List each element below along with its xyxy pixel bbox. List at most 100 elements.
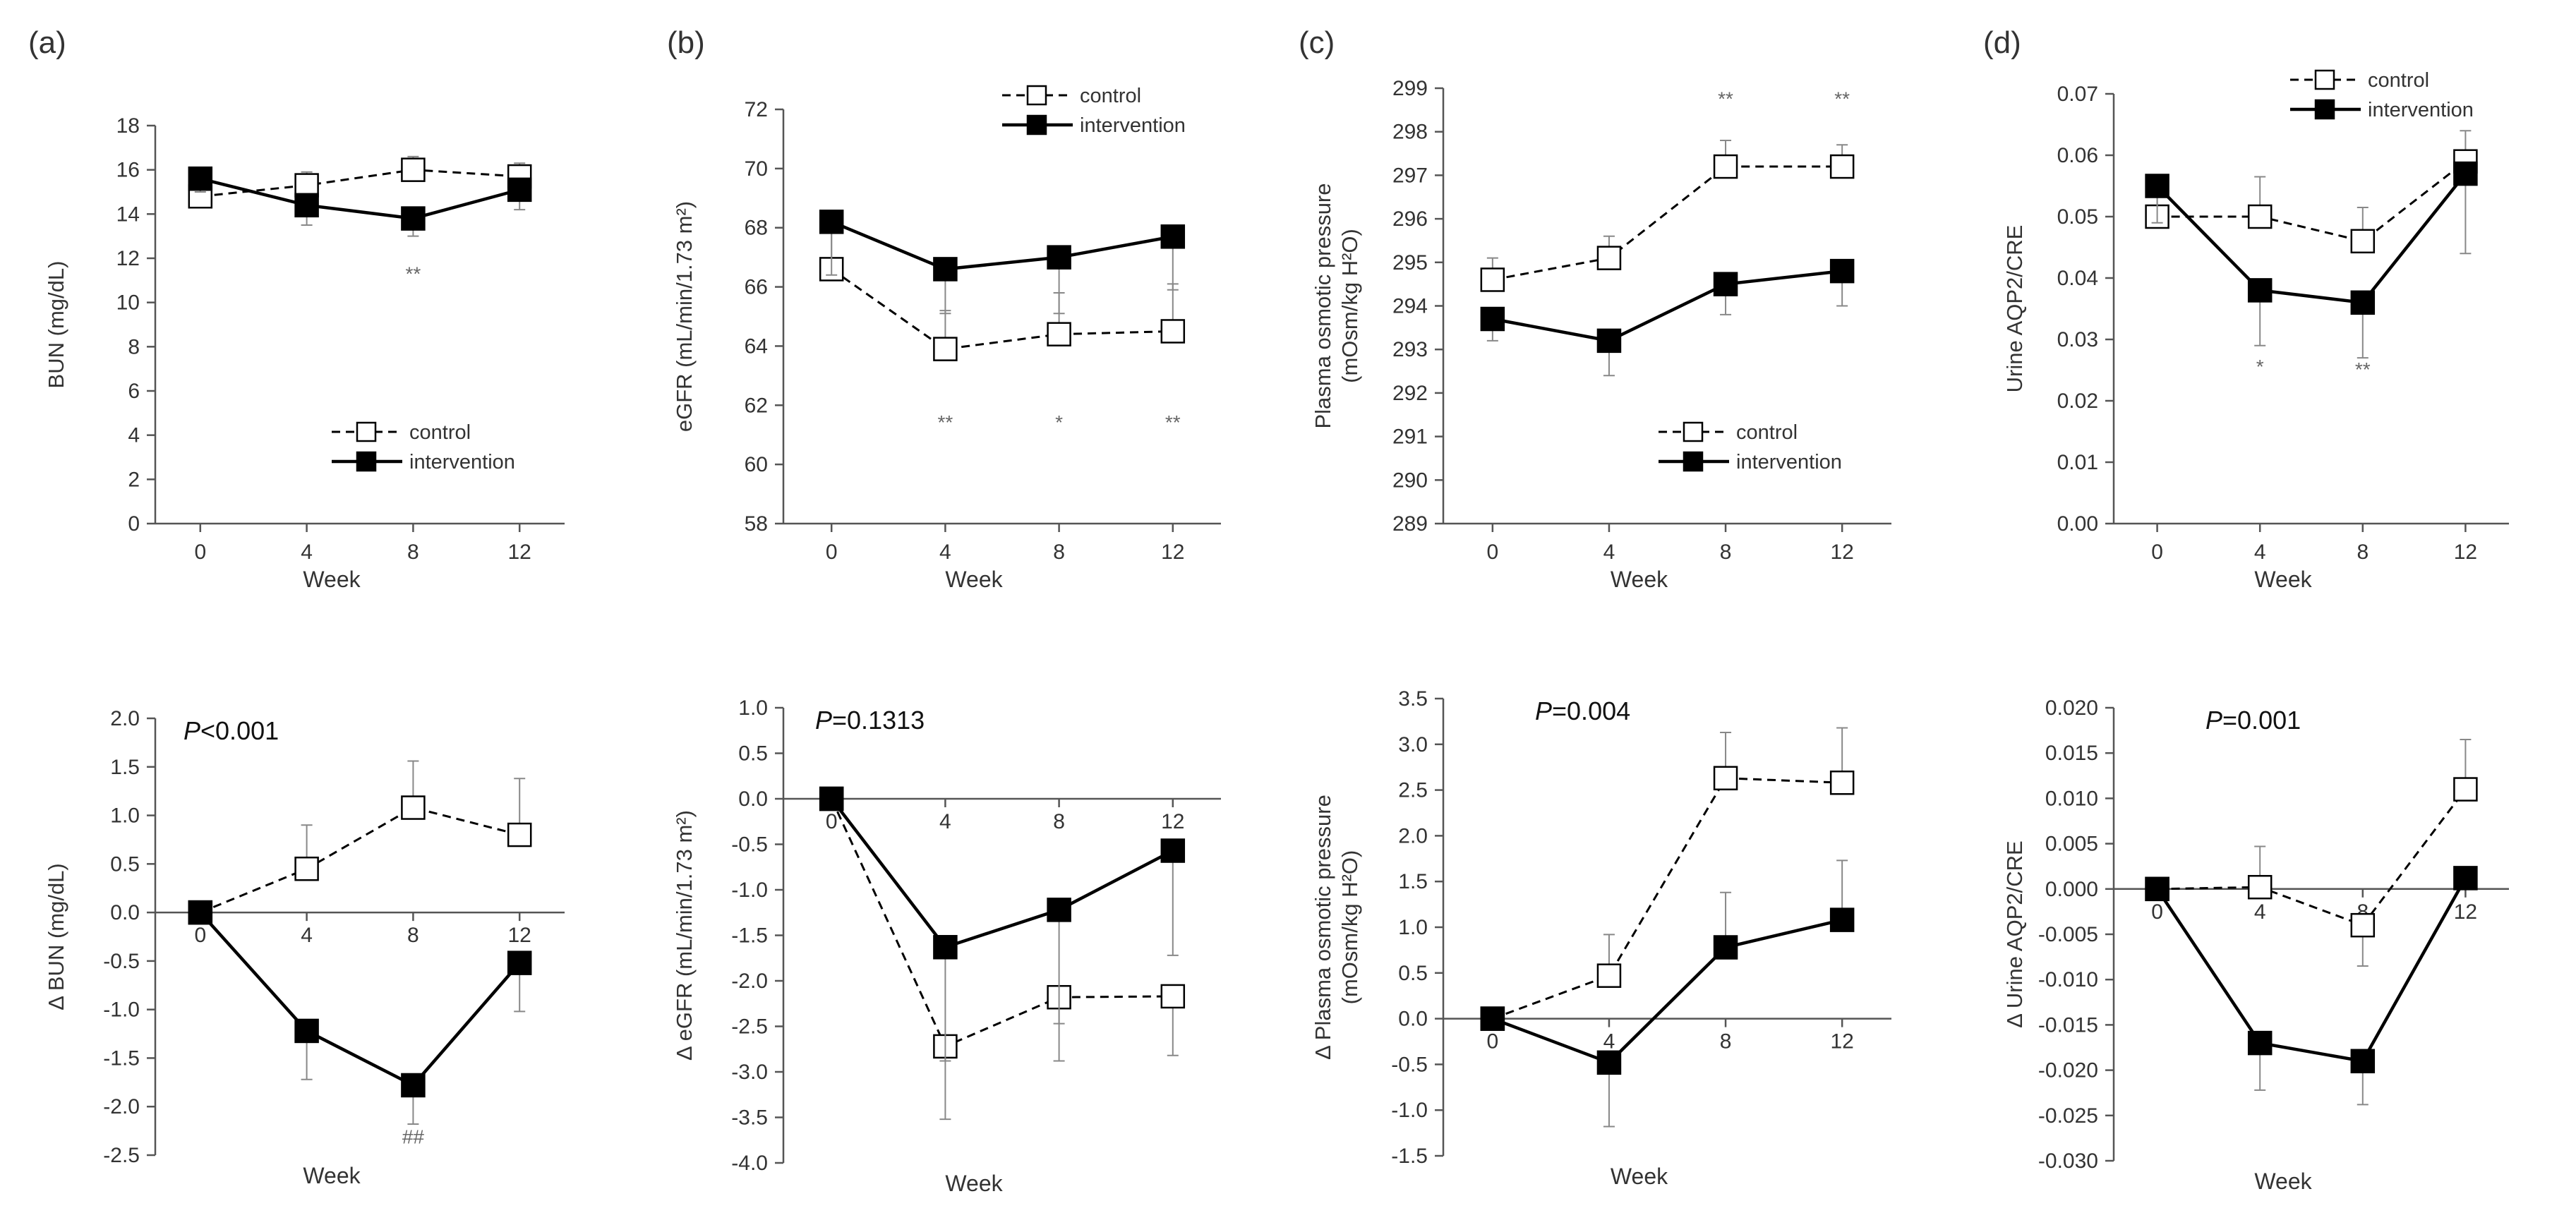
y-tick-label: 14	[116, 203, 140, 226]
significance-mark: **	[1718, 88, 1733, 110]
significance-mark: **	[1165, 411, 1181, 433]
chart-d-bottom: -0.030 -0.025 -0.020 -0.015 -0.010 -0.005 0.00…	[2002, 696, 2509, 1194]
y-tick-label: 0.05	[2057, 205, 2098, 229]
y-tick-label: -1.5	[731, 924, 768, 948]
p-value-symbol: P	[815, 706, 832, 735]
legend-marker	[1683, 421, 1704, 442]
p-value-symbol: P	[2205, 706, 2222, 735]
y-tick-label: 298	[1392, 121, 1428, 144]
data-point	[507, 822, 532, 847]
y-tick-label: 10	[116, 291, 140, 315]
chart-b-bottom: -4.0 -3.5 -3.0 -2.5 -2.0 -1.5 -1.0 -0.5 0.0 0.5 1.…	[672, 696, 1221, 1196]
panel-label: (b)	[667, 25, 705, 60]
p-value: P=0.004	[1535, 696, 1630, 725]
y-tick-label: -0.5	[103, 950, 140, 973]
data-point	[1713, 935, 1738, 960]
data-point	[2247, 278, 2273, 303]
y-axis-label-line2: (mOsm/kg H²O)	[1337, 229, 1362, 383]
data-point	[933, 257, 958, 282]
data-point	[507, 177, 532, 203]
y-axis-label: Plasma osmotic pressure	[1311, 183, 1335, 428]
panel-label: (a)	[28, 25, 66, 60]
legend-label: control	[1080, 85, 1141, 107]
y-tick-label: 0.5	[738, 742, 768, 766]
x-tick-label: 0	[1487, 541, 1499, 564]
y-tick-label: -0.5	[731, 833, 768, 857]
p-value-symbol: P	[1535, 696, 1552, 725]
chart-c-bottom: -1.5 -1.0 -0.5 0.0 0.5 1.0 1.5 2.0 2.5 3.0 3.5 0 4 8 1…	[1311, 687, 1891, 1189]
y-tick-label: -1.5	[1391, 1145, 1428, 1168]
y-axis-label: Δ Urine AQP2/CRE	[2002, 840, 2027, 1027]
y-tick-label: 4	[128, 424, 140, 447]
y-tick-label: 299	[1392, 77, 1428, 100]
series-control	[819, 786, 1186, 1121]
series-intervention-line	[831, 220, 1174, 271]
x-tick-label: 4	[2254, 900, 2266, 924]
data-point	[1160, 838, 1186, 863]
series-intervention-line	[1492, 918, 1843, 1065]
series-control	[2145, 738, 2478, 967]
data-point	[2350, 290, 2376, 315]
data-point	[933, 337, 958, 361]
x-tick-label: 4	[2254, 541, 2266, 564]
x-tick-label: 8	[1720, 1030, 1732, 1054]
legend-marker	[356, 451, 377, 472]
y-tick-label: 1.5	[1398, 870, 1428, 893]
x-tick-label: 0	[194, 541, 206, 564]
p-value: P=0.001	[2205, 706, 2301, 735]
y-tick-label: 296	[1392, 207, 1428, 231]
y-tick-label: 0.5	[110, 852, 140, 876]
y-tick-label: 0.0	[1398, 1008, 1428, 1031]
x-axis-label: Week	[303, 567, 361, 592]
data-point	[1480, 1006, 1505, 1031]
data-point	[1829, 154, 1855, 179]
x-tick-label: 12	[508, 924, 531, 947]
data-point	[1596, 328, 1622, 354]
data-point	[1596, 963, 1622, 988]
data-point	[2350, 229, 2376, 254]
significance-mark: **	[2355, 358, 2371, 380]
legend-label: control	[409, 421, 471, 444]
p-value-number: =0.004	[1552, 696, 1630, 725]
data-point	[1160, 984, 1186, 1009]
y-tick-label: 18	[116, 114, 140, 138]
series-intervention-line	[200, 177, 520, 220]
data-point	[2453, 161, 2478, 186]
significance-mark: **	[1834, 88, 1850, 110]
data-point	[1713, 766, 1738, 791]
y-tick-label: 0.010	[2045, 787, 2098, 810]
data-point	[294, 173, 319, 198]
y-tick-label: 1.0	[738, 696, 768, 720]
x-axis-label: Week	[2254, 1169, 2312, 1194]
x-tick-label: 0	[2151, 541, 2163, 564]
x-axis-label: Week	[945, 567, 1003, 592]
y-axis-label: eGFR (mL/min/1.73 m²)	[672, 201, 697, 432]
y-axis-label: Δ BUN (mg/dL)	[44, 863, 68, 1010]
series-intervention-line	[1492, 269, 1843, 343]
data-point	[2247, 1030, 2273, 1056]
data-point	[1829, 770, 1855, 795]
y-tick-label: 293	[1392, 338, 1428, 361]
y-tick-label: 2.0	[1398, 824, 1428, 847]
x-tick-label: 12	[2454, 541, 2477, 564]
y-axis-label: Δ eGFR (mL/min/1.73 m²)	[672, 810, 697, 1061]
data-point	[933, 935, 958, 960]
series-control	[188, 760, 532, 925]
y-tick-label: 1.5	[110, 756, 140, 779]
data-point	[401, 1073, 426, 1098]
y-tick-label: 0.000	[2045, 878, 2098, 901]
y-tick-label: 0.0	[110, 901, 140, 924]
series-control-line	[830, 798, 1173, 1048]
data-point	[507, 951, 532, 975]
y-tick-label: 64	[745, 334, 768, 358]
y-tick-label: -2.0	[731, 970, 768, 993]
y-tick-label: -0.005	[2038, 923, 2098, 946]
y-tick-label: 290	[1392, 469, 1428, 492]
data-point	[1596, 246, 1622, 270]
y-tick-label: -1.0	[1391, 1099, 1428, 1122]
data-point	[1160, 319, 1186, 344]
legend-marker	[1026, 114, 1047, 135]
series-intervention	[1480, 258, 1855, 377]
y-tick-label: 0.005	[2045, 833, 2098, 856]
x-tick-label: 8	[1053, 810, 1065, 833]
